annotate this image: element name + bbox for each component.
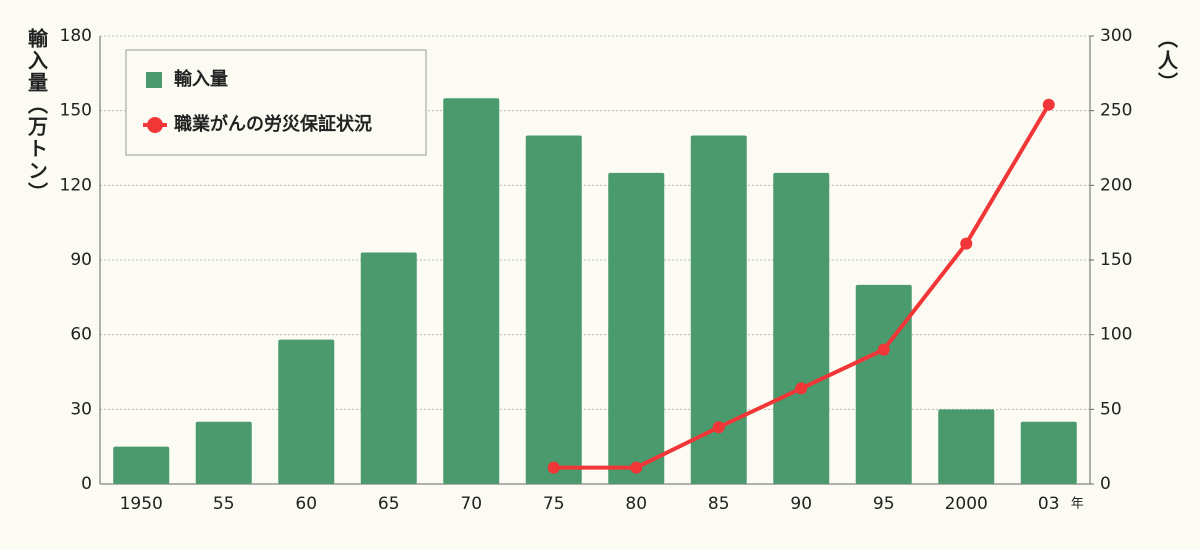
y-tick-label: 60 — [70, 325, 92, 345]
bar — [525, 135, 582, 485]
y2-tick-label: 250 — [1100, 101, 1132, 121]
point — [1042, 98, 1055, 111]
x-tick-label: 75 — [543, 494, 565, 514]
point — [712, 421, 725, 434]
bar — [855, 284, 912, 484]
y-axis-label: 輸入量（万トン） — [25, 27, 49, 204]
legend-label: 輸入量 — [174, 68, 228, 90]
point — [877, 343, 890, 356]
bar — [195, 421, 252, 484]
legend-marker — [147, 117, 163, 133]
y-tick-label: 120 — [60, 175, 92, 195]
legend-box — [125, 49, 427, 156]
x-tick-label: 60 — [295, 494, 317, 514]
bar — [773, 172, 830, 484]
point — [795, 382, 808, 395]
x-tick-label: 80 — [625, 494, 647, 514]
point — [960, 237, 973, 250]
y-tick-label: 180 — [60, 26, 92, 46]
x-tick-label: 55 — [213, 494, 235, 514]
bar — [278, 339, 335, 484]
y2-tick-label: 150 — [1100, 250, 1132, 270]
x-tick-label: 1950 — [120, 494, 163, 514]
y2-tick-label: 200 — [1100, 175, 1132, 195]
x-tick-label: 2000 — [945, 494, 988, 514]
y2-tick-label: 0 — [1100, 474, 1111, 494]
y-tick-label: 90 — [70, 250, 92, 270]
y-tick-label: 30 — [70, 399, 92, 419]
x-tick-label: 70 — [460, 494, 482, 514]
x-tick-label: 03 — [1038, 494, 1060, 514]
y2-tick-label: 100 — [1100, 325, 1132, 345]
bar — [938, 409, 995, 484]
y2-axis-label: （人） — [1155, 28, 1179, 94]
x-unit-label: 年 — [1071, 497, 1084, 512]
bar — [608, 172, 665, 484]
bar — [1020, 421, 1077, 484]
y-tick-label: 150 — [60, 101, 92, 121]
x-tick-label: 85 — [708, 494, 730, 514]
legend-marker — [146, 72, 162, 88]
x-tick-label: 95 — [873, 494, 895, 514]
point — [630, 461, 643, 474]
bar — [690, 135, 747, 485]
x-tick-label: 90 — [790, 494, 812, 514]
x-tick-label: 65 — [378, 494, 400, 514]
y2-tick-label: 50 — [1100, 399, 1122, 419]
y-tick-label: 0 — [81, 474, 92, 494]
bar — [113, 446, 170, 484]
y2-tick-label: 300 — [1100, 26, 1132, 46]
legend-label: 職業がんの労災保証状況 — [174, 113, 372, 135]
bar — [443, 98, 500, 484]
point — [547, 461, 560, 474]
bar — [360, 252, 417, 484]
